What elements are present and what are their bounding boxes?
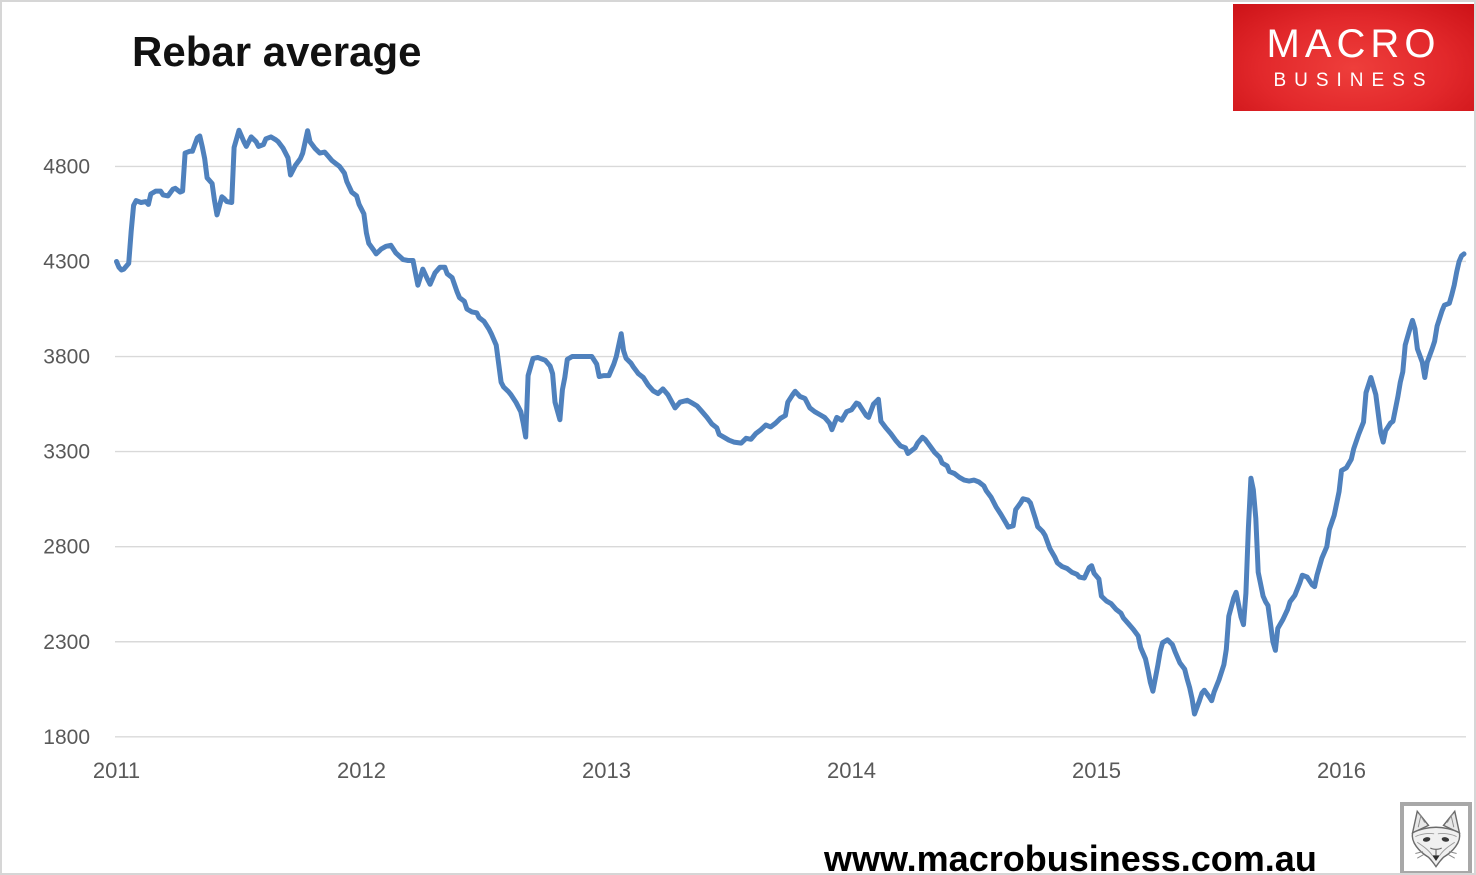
chart-title: Rebar average <box>132 28 422 75</box>
y-axis-label: 1800 <box>43 726 90 749</box>
y-axis-label: 2300 <box>43 631 90 654</box>
y-axis-label: 2800 <box>43 536 90 559</box>
website-text: www.macrobusiness.com.au <box>824 838 1317 875</box>
y-axis-label: 4800 <box>43 155 90 178</box>
y-axis-label: 4300 <box>43 250 90 273</box>
fox-logo-box <box>1400 802 1472 873</box>
x-axis-label: 2011 <box>93 758 140 783</box>
x-axis-label: 2016 <box>1317 758 1366 783</box>
x-axis-label: 2014 <box>827 758 876 783</box>
y-axis-label: 3300 <box>43 441 90 464</box>
x-axis-label: 2013 <box>582 758 631 783</box>
fox-icon <box>1411 809 1461 868</box>
logo-macro-text: MACRO <box>1266 21 1441 66</box>
macrobusiness-logo: MACRO BUSINESS <box>1233 4 1474 111</box>
x-axis-label: 2012 <box>337 758 386 783</box>
logo-business-text: BUSINESS <box>1273 69 1434 91</box>
price-line <box>114 127 1467 717</box>
y-axis-label: 3800 <box>43 346 90 369</box>
x-axis-label: 2015 <box>1072 758 1121 783</box>
